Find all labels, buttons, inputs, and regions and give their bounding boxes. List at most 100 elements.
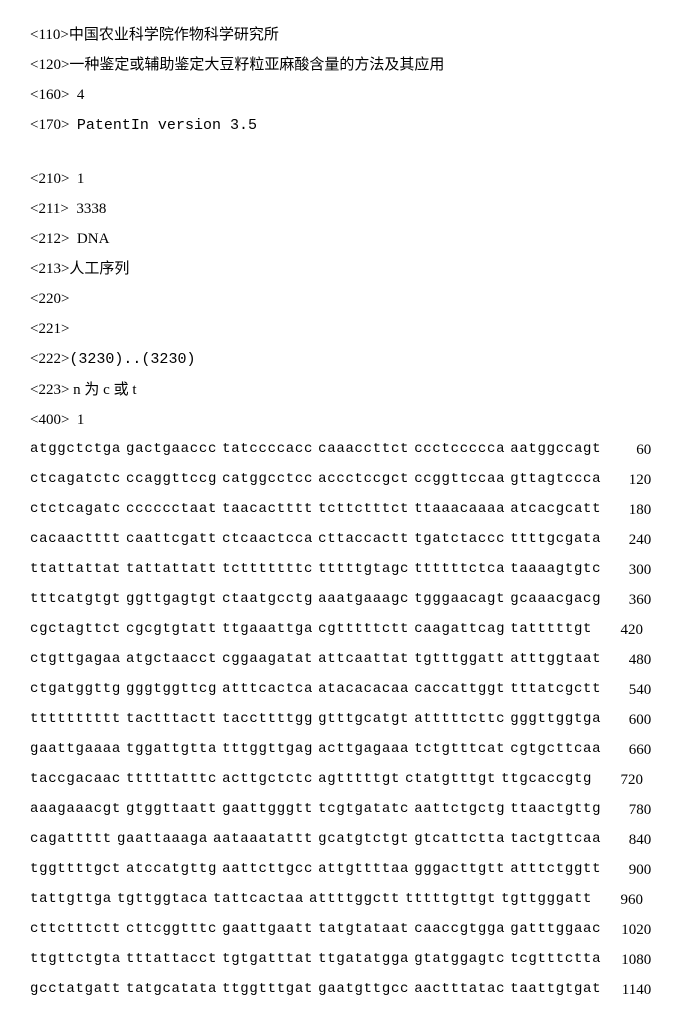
- sequence-row: cgctagttctcgcgtgtattttgaaattgacgtttttctt…: [30, 615, 643, 645]
- sequence-group: aattctgctg: [414, 795, 505, 825]
- sequence-group: cttctttctt: [30, 915, 121, 945]
- sequence-row: ctgttgagaaatgctaacctcggaagatatattcaattat…: [30, 645, 643, 675]
- field-110: <110>中国农业科学院作物科学研究所: [30, 20, 643, 50]
- sequence-group: attcaattat: [318, 645, 409, 675]
- sequence-group: taccgacaac: [30, 765, 121, 795]
- sequence-group: ttttttctca: [414, 555, 505, 585]
- sequence-group: atgctaacct: [126, 645, 217, 675]
- sequence-position: 540: [601, 675, 651, 705]
- sequence-group: aatggccagt: [510, 435, 601, 465]
- sequence-groups: cgctagttctcgcgtgtattttgaaattgacgtttttctt…: [30, 615, 592, 645]
- sequence-group: cagattttt: [30, 825, 112, 855]
- sequence-group: cggaagatat: [222, 645, 313, 675]
- val-222: (3230)..(3230): [69, 351, 195, 368]
- sequence-group: ctgatggttg: [30, 675, 121, 705]
- sequence-group: ccctccccca: [414, 435, 505, 465]
- sequence-group: atggctctga: [30, 435, 121, 465]
- sequence-group: agtttttgt: [318, 765, 400, 795]
- sequence-position: 600: [601, 705, 651, 735]
- sequence-group: aaatgaaagc: [318, 585, 409, 615]
- sequence-group: ttgatatgga: [318, 945, 409, 975]
- sequence-group: cgtttttctt: [318, 615, 409, 645]
- sequence-position: 180: [601, 495, 651, 525]
- sequence-group: cgcgtgtatt: [126, 615, 217, 645]
- sequence-position: 900: [601, 855, 651, 885]
- field-221: <221>: [30, 314, 643, 344]
- sequence-group: ctgttgagaa: [30, 645, 121, 675]
- blank-line: [30, 141, 643, 164]
- sequence-group: cgctagttct: [30, 615, 121, 645]
- sequence-group: tgttggtaca: [117, 885, 208, 915]
- sequence-row: aaagaaacgtgtggttaattgaattgggtttcgtgatatc…: [30, 795, 643, 825]
- tag-222: <222>: [30, 344, 69, 374]
- sequence-group: tattgttga: [30, 885, 112, 915]
- tag-170: <170>: [30, 110, 69, 140]
- sequence-group: ctaatgcctg: [222, 585, 313, 615]
- field-223: <223> n 为 c 或 t: [30, 375, 643, 405]
- sequence-group: tttggttgag: [222, 735, 313, 765]
- sequence-groups: atggctctgagactgaaccctatccccacccaaaccttct…: [30, 435, 601, 465]
- tag-211: <211>: [30, 194, 69, 224]
- sequence-groups: gaattgaaaatggattgttatttggttgagacttgagaaa…: [30, 735, 601, 765]
- sequence-group: attttggctt: [309, 885, 400, 915]
- sequence-row: ctgatggttggggtggttcgatttcactcaatacacacaa…: [30, 675, 643, 705]
- sequence-row: tggttttgctatccatgttgaattcttgccattgttttaa…: [30, 855, 643, 885]
- sequence-row: tttttttttttactttactttaccttttgggtttgcatgt…: [30, 705, 643, 735]
- sequence-group: attgttttaa: [318, 855, 409, 885]
- sequence-group: ttttgcgata: [510, 525, 601, 555]
- sequence-group: ttattattat: [30, 555, 121, 585]
- sequence-groups: ctctcagatccccccctaattaacactttttcttctttct…: [30, 495, 601, 525]
- sequence-position: 960: [593, 885, 643, 915]
- sequence-position: 120: [601, 465, 651, 495]
- sequence-group: tgttgggatt: [501, 885, 592, 915]
- sequence-row: tttcatgtgtggttgagtgtctaatgcctgaaatgaaagc…: [30, 585, 643, 615]
- sequence-group: tttatcgctt: [510, 675, 601, 705]
- sequence-groups: taccgacaactttttatttcacttgctctcagtttttgtc…: [30, 765, 592, 795]
- sequence-group: ttgttctgta: [30, 945, 121, 975]
- sequence-group: aactttatac: [414, 975, 505, 1005]
- val-212: DNA: [77, 231, 110, 247]
- sequence-groups: tattgttgatgttggtacatattcactaaattttggcttt…: [30, 885, 592, 915]
- sequence-group: tatccccacc: [222, 435, 313, 465]
- sequence-position: 60: [601, 435, 651, 465]
- field-210: <210> 1: [30, 164, 643, 194]
- sequence-group: tatttttgt: [510, 615, 592, 645]
- field-211: <211> 3338: [30, 194, 643, 224]
- sequence-group: tatgtataat: [318, 915, 409, 945]
- sequence-group: tgtttggatt: [414, 645, 505, 675]
- sequence-group: catggcctcc: [222, 465, 313, 495]
- val-211: 3338: [76, 201, 106, 217]
- sequence-group: caaccgtgga: [414, 915, 505, 945]
- sequence-group: tattcactaa: [213, 885, 304, 915]
- sequence-position: 300: [601, 555, 651, 585]
- sequence-group: ttggtttgat: [222, 975, 313, 1005]
- sequence-group: atccatgttg: [126, 855, 217, 885]
- tag-221: <221>: [30, 314, 69, 344]
- sequence-group: cttcggtttc: [126, 915, 217, 945]
- sequence-groups: tggttttgctatccatgttgaattcttgccattgttttaa…: [30, 855, 601, 885]
- sequence-position: 360: [601, 585, 651, 615]
- sequence-group: cccccctaat: [126, 495, 217, 525]
- sequence-groups: tttttttttttactttactttaccttttgggtttgcatgt…: [30, 705, 601, 735]
- sequence-group: tttttttttt: [30, 705, 121, 735]
- tag-110: <110>: [30, 20, 69, 50]
- sequence-group: tcttctttct: [318, 495, 409, 525]
- sequence-position: 420: [593, 615, 643, 645]
- sequence-group: tttttgttgt: [405, 885, 496, 915]
- field-170: <170> PatentIn version 3.5: [30, 110, 643, 141]
- sequence-row: gcctatgatttatgcatatattggtttgatgaatgttgcc…: [30, 975, 643, 1005]
- sequence-row: tattgttgatgttggtacatattcactaaattttggcttt…: [30, 885, 643, 915]
- tag-220: <220>: [30, 284, 69, 314]
- sequence-group: gaattgaaaa: [30, 735, 121, 765]
- field-222: <222>(3230)..(3230): [30, 344, 643, 375]
- sequence-group: ttaactgttg: [510, 795, 601, 825]
- sequence-group: gtatggagtc: [414, 945, 505, 975]
- sequence-group: ttaaacaaaa: [414, 495, 505, 525]
- sequence-groups: ctgatggttggggtggttcgatttcactcaatacacacaa…: [30, 675, 601, 705]
- sequence-row: ttattattattattattatttctttttttctttttgtagc…: [30, 555, 643, 585]
- sequence-group: ctcaactcca: [222, 525, 313, 555]
- sequence-row: ttgttctgtatttattaccttgtgatttatttgatatgga…: [30, 945, 643, 975]
- sequence-group: tttattacct: [126, 945, 217, 975]
- sequence-group: acttgagaaa: [318, 735, 409, 765]
- val-400: 1: [77, 412, 85, 428]
